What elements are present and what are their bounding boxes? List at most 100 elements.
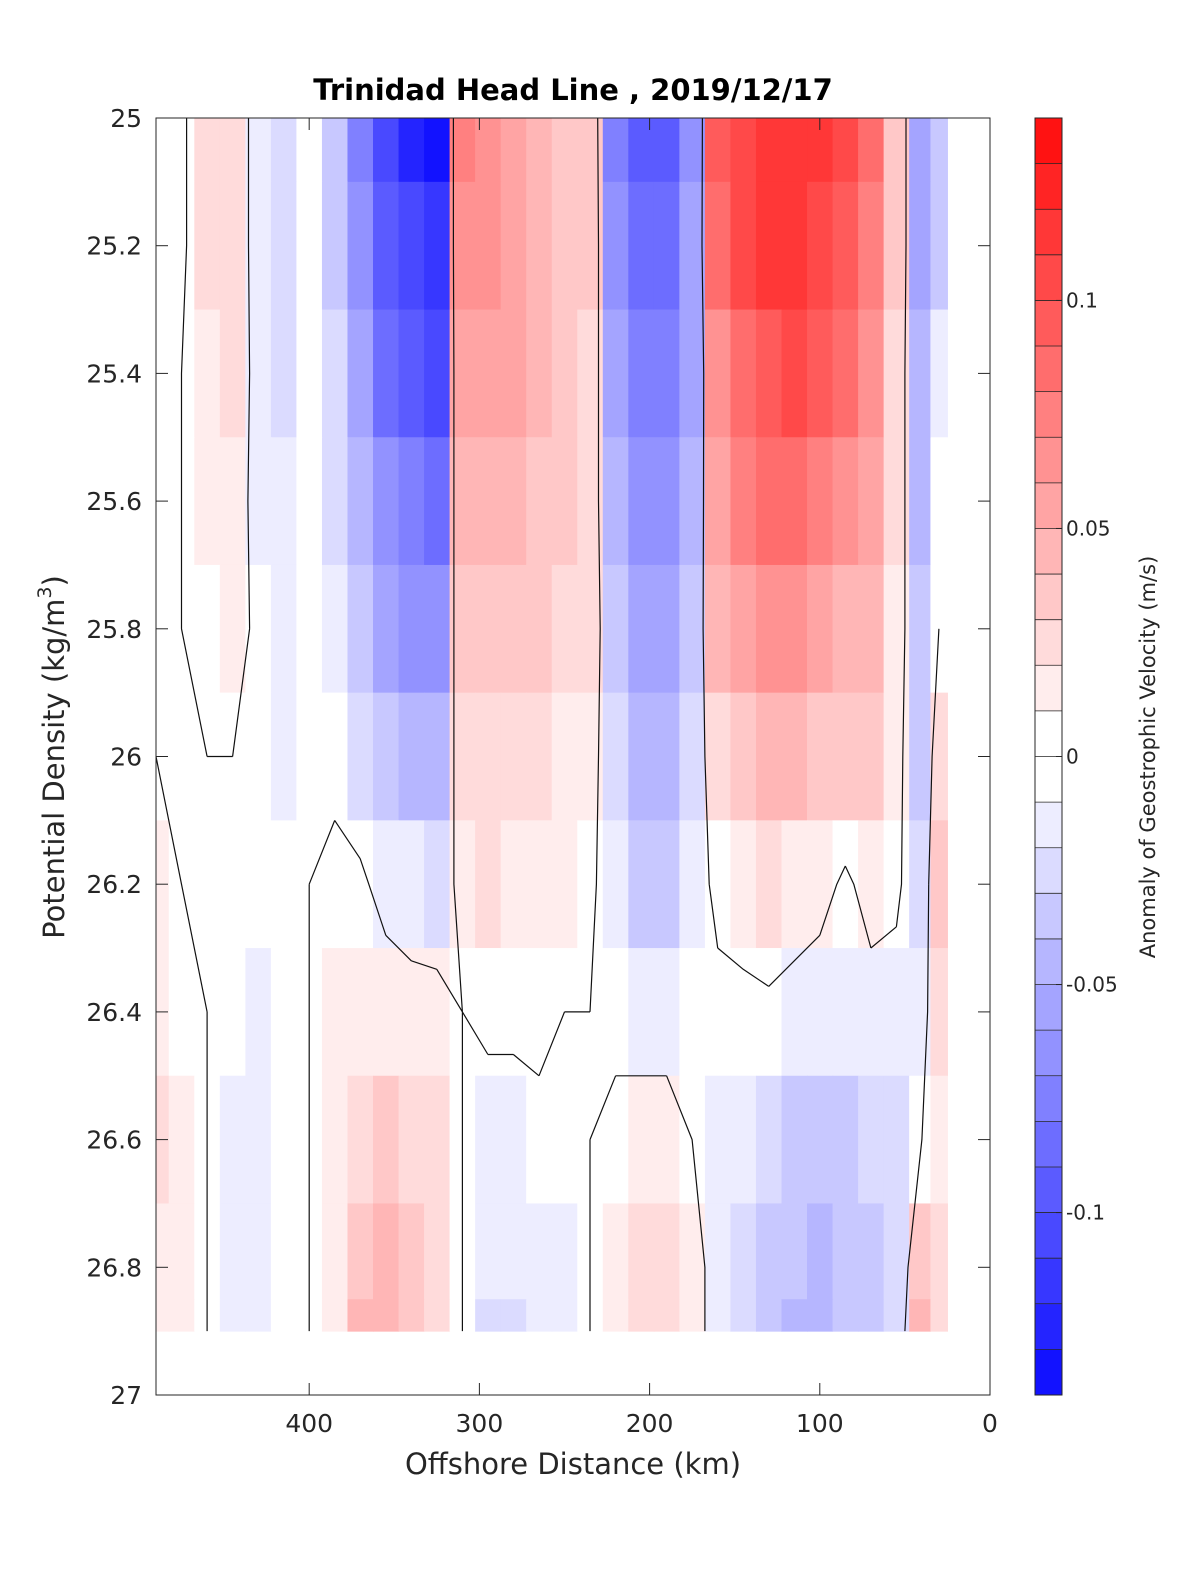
heatmap-cell [398,948,425,1077]
heatmap-cell [219,1299,246,1332]
heatmap-cell [475,309,502,438]
heatmap-cell [296,437,323,566]
y-tick-label: 26 [110,743,142,772]
heatmap-cell [321,1299,348,1332]
heatmap-cell [755,948,782,1077]
heatmap-cell [577,181,604,311]
heatmap-cell [653,692,680,821]
heatmap-cell [909,1075,931,1204]
heatmap-cell [628,309,655,438]
heatmap-cell [219,564,246,694]
heatmap-cell [296,564,323,694]
heatmap-cell [500,309,527,438]
colorbar-swatch [1035,756,1062,803]
heatmap-cell [398,118,425,183]
heatmap-cell [781,1299,808,1332]
heatmap-cell [653,1075,680,1204]
heatmap-cell [807,692,834,821]
heatmap-cell [156,1299,170,1332]
heatmap-cell [730,437,757,566]
heatmap-cell [168,181,195,311]
heatmap-cell [500,118,527,183]
heatmap-cell [168,1075,195,1204]
heatmap-cell [526,564,553,694]
heatmap-cell [858,1203,885,1300]
heatmap-cell [398,820,425,949]
heatmap-cell [270,1299,297,1332]
heatmap-cell [755,118,782,183]
heatmap-cell [373,181,400,311]
colorbar-swatch [1035,118,1062,165]
heatmap-cell [194,437,221,566]
heatmap-cell [270,1075,297,1204]
colorbar-swatch [1035,893,1062,940]
colorbar-swatch [1035,346,1062,393]
heatmap-cell [807,1203,834,1300]
heatmap-cell [628,118,655,183]
y-tick-label: 26.2 [86,870,142,899]
heatmap-cell [858,309,885,438]
colorbar-swatch [1035,1121,1062,1168]
heatmap-cell [832,309,859,438]
heatmap-cell [807,437,834,566]
heatmap-cell [858,948,885,1077]
heatmap-cell [424,1075,451,1204]
heatmap-cell [526,309,553,438]
heatmap-cell [883,564,910,694]
heatmap-cell [628,1203,655,1300]
colorbar-swatch [1035,254,1062,301]
heatmap-cell [347,1075,374,1204]
heatmap-cell [755,820,782,949]
heatmap-cell [832,1203,859,1300]
heatmap-cell [551,1075,578,1204]
heatmap-cell [577,564,604,694]
heatmap-cells [156,118,948,1332]
heatmap-cell [296,309,323,438]
heatmap-cell [475,181,502,311]
heatmap-cell [475,948,502,1077]
heatmap-cell [832,1299,859,1332]
heatmap-cell [679,118,706,183]
heatmap-cell [730,820,757,949]
heatmap-cell [930,820,948,949]
colorbar-swatch [1035,482,1062,529]
heatmap-cell [156,118,170,183]
heatmap-cell [270,181,297,311]
heatmap-cell [168,118,195,183]
heatmap-cell [653,181,680,311]
heatmap-cell [270,309,297,438]
heatmap-cell [602,1299,629,1332]
heatmap-cell [704,1075,731,1204]
heatmap-cell [551,1299,578,1332]
colorbar-swatch [1035,1349,1062,1396]
heatmap-cell [883,1203,910,1300]
heatmap-cell [628,437,655,566]
heatmap-cell [245,1075,272,1204]
colorbar-label: Anomaly of Geostrophic Velocity (m/s) [1136,556,1160,959]
heatmap-cell [781,692,808,821]
colorbar-swatch [1035,437,1062,484]
heatmap-cell [730,1299,757,1332]
heatmap-cell [500,564,527,694]
x-axis: 400 300 200 100 0 [285,118,998,1438]
heatmap-cell [628,1299,655,1332]
heatmap-cell [551,118,578,183]
heatmap-cell [500,1075,527,1204]
heatmap-cell [168,948,195,1077]
heatmap-cell [602,118,629,183]
colorbar-tick-label: -0.05 [1066,973,1118,997]
heatmap-cell [500,1299,527,1332]
heatmap-cell [883,948,910,1077]
colorbar-swatch [1035,1166,1062,1214]
colorbar-swatch [1035,209,1062,256]
heatmap-cell [475,1203,502,1300]
heatmap-cell [704,181,731,311]
heatmap-cell [296,692,323,821]
heatmap-cell [883,820,910,949]
heatmap-cell [883,692,910,821]
heatmap-cell [347,181,374,311]
heatmap-cell [373,692,400,821]
heatmap-cell [526,1203,553,1300]
heatmap-cell [858,692,885,821]
heatmap-cell [373,309,400,438]
